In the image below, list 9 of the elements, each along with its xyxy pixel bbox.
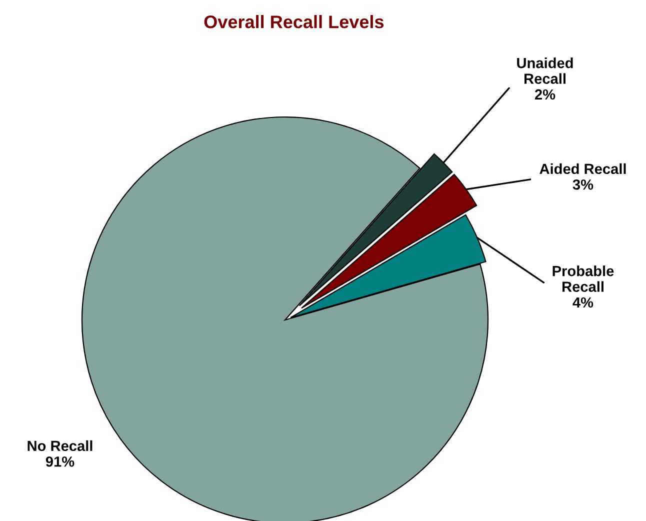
chart-title: Overall Recall Levels (204, 15, 384, 28)
data-label: 4% (572, 297, 594, 308)
data-label: 2% (534, 89, 556, 100)
slice-label: Unaided Recall (517, 57, 573, 84)
slice-label: Aided Recall (540, 163, 626, 174)
slice-label: No Recall (28, 440, 92, 452)
slice-label: Probable Recall (552, 265, 614, 292)
data-label: 3% (572, 179, 594, 190)
data-label: 91% (46, 456, 74, 467)
